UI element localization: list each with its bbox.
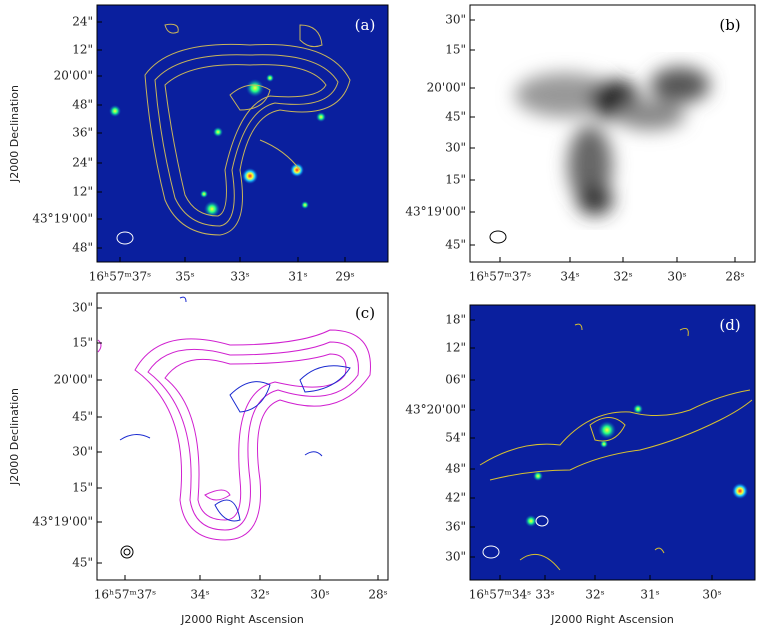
y-tick-label: 15" <box>445 43 466 57</box>
y-axis-label: J2000 Declination <box>8 388 21 486</box>
x-tick-label: 16ʰ57ᵐ37ˢ <box>469 270 531 284</box>
x-tick-label: 33ˢ <box>535 588 554 602</box>
x-tick-label: 16ʰ57ᵐ37ˢ <box>89 270 151 284</box>
y-tick-label: 18" <box>445 313 466 327</box>
y-tick-label: 36" <box>445 520 466 534</box>
y-tick-label: 43°19'00" <box>32 515 93 529</box>
y-tick-label: 45" <box>445 110 466 124</box>
x-tick-label: 33ˢ <box>230 270 249 284</box>
x-tick-label: 34ˢ <box>190 588 209 602</box>
y-tick-label: 45" <box>72 556 93 570</box>
y-tick-label: 20'00" <box>427 81 466 95</box>
y-axis-label: J2000 Declination <box>8 85 21 183</box>
x-tick-label: 32ˢ <box>250 588 269 602</box>
x-tick-label: 16ʰ57ᵐ34ˢ <box>469 588 531 602</box>
y-tick-label: 30" <box>72 301 93 315</box>
panel-label: (d) <box>719 316 740 334</box>
panel-c-image <box>96 292 389 581</box>
x-tick-label: 28ˢ <box>368 588 387 602</box>
y-tick-label: 30" <box>72 445 93 459</box>
x-tick-label: 35ˢ <box>175 270 194 284</box>
y-tick-label: 15" <box>445 173 466 187</box>
y-tick-label: 06" <box>445 373 466 387</box>
x-tick-label: 32ˢ <box>585 588 604 602</box>
x-tick-label: 30ˢ <box>702 588 721 602</box>
y-tick-label: 24" <box>72 156 93 170</box>
x-tick-label: 30ˢ <box>667 270 686 284</box>
y-tick-label: 48" <box>72 241 93 255</box>
x-tick-label: 28ˢ <box>725 270 744 284</box>
x-axis-label: J2000 Right Ascension <box>180 613 304 626</box>
y-tick-label: 43°19'00" <box>405 205 466 219</box>
y-tick-label: 12" <box>72 43 93 57</box>
y-tick-label: 15" <box>72 336 93 350</box>
y-tick-label: 30" <box>445 13 466 27</box>
y-tick-label: 45" <box>72 410 93 424</box>
y-tick-label: 30" <box>445 550 466 564</box>
x-tick-label: 29ˢ <box>335 270 354 284</box>
x-axis-label: J2000 Right Ascension <box>550 613 674 626</box>
y-tick-label: 43°19'00" <box>32 212 93 226</box>
y-tick-label: 12" <box>72 185 93 199</box>
x-tick-label: 31ˢ <box>640 588 659 602</box>
y-tick-label: 45" <box>445 238 466 252</box>
x-tick-label: 31ˢ <box>288 270 307 284</box>
x-tick-label: 34ˢ <box>560 270 579 284</box>
y-tick-label: 54" <box>445 431 466 445</box>
y-tick-label: 48" <box>445 462 466 476</box>
x-tick-label: 32ˢ <box>613 270 632 284</box>
x-tick-label: 30ˢ <box>310 588 329 602</box>
panel-b-image <box>469 4 756 263</box>
y-tick-label: 42" <box>445 491 466 505</box>
panel-label: (a) <box>355 16 376 34</box>
y-tick-label: 20'00" <box>54 373 93 387</box>
y-tick-label: 15" <box>72 481 93 495</box>
x-tick-label: 16ʰ57ᵐ37ˢ <box>94 588 156 602</box>
y-tick-label: 30" <box>445 141 466 155</box>
panel-label: (b) <box>719 16 740 34</box>
y-tick-label: 36" <box>72 126 93 140</box>
panel-label: (c) <box>355 304 375 322</box>
y-tick-label: 20'00" <box>54 69 93 83</box>
y-tick-label: 12" <box>445 341 466 355</box>
y-tick-label: 43°20'00" <box>405 403 466 417</box>
panel-a-image <box>96 4 389 263</box>
y-tick-label: 24" <box>72 15 93 29</box>
panel-d-image <box>469 304 756 581</box>
y-tick-label: 48" <box>72 98 93 112</box>
